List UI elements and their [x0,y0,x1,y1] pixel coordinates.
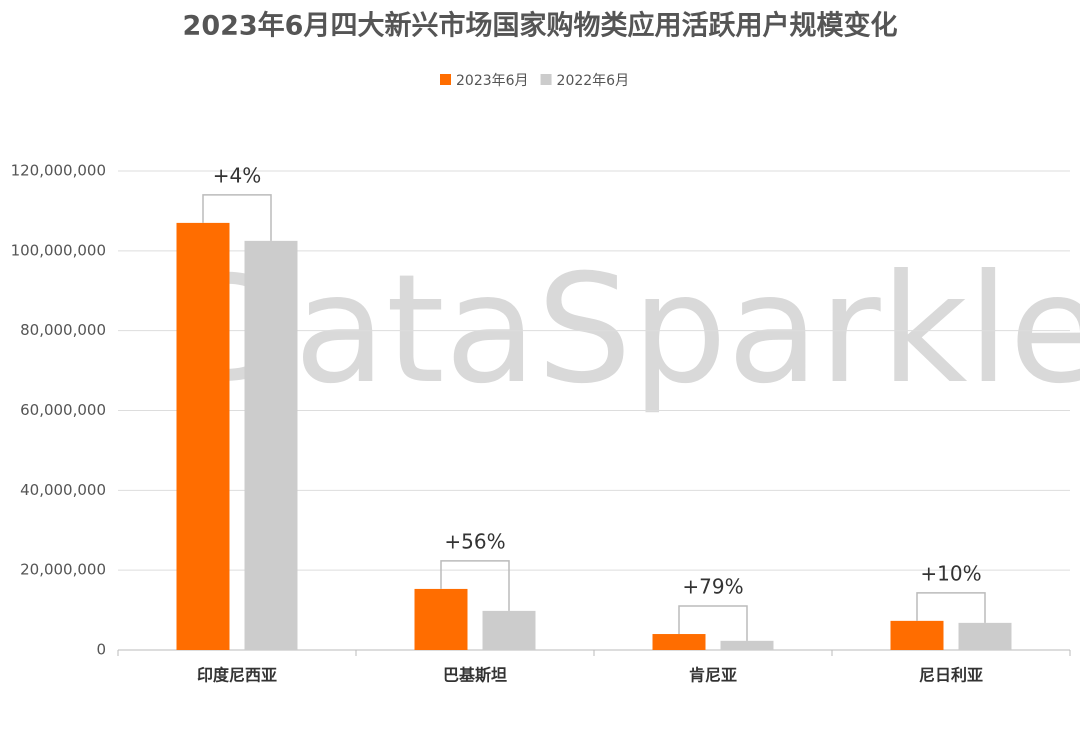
x-tick-label: 巴基斯坦 [443,666,507,685]
bar [652,634,706,650]
legend-label: 2022年6月 [557,73,630,89]
x-tick-label: 印度尼西亚 [197,666,277,685]
watermark: DataSparkle [179,243,1080,417]
y-tick-label: 0 [96,641,106,659]
legend-label: 2023年6月 [456,73,529,89]
bar [720,640,774,650]
y-tick-label: 60,000,000 [20,401,106,419]
bar [958,622,1012,650]
annotation-label: +4% [213,163,262,187]
y-tick-label: 20,000,000 [20,561,106,579]
annotation-bracket [202,194,272,241]
chart-title: 2023年6月四大新兴市场国家购物类应用活跃用户规模变化 [183,10,898,42]
bar [244,240,298,650]
bar [890,620,944,650]
bar [482,610,536,650]
annotation-label: +56% [444,529,505,553]
annotation-bracket [916,592,986,623]
legend-swatch [440,74,451,85]
legend-swatch [540,74,552,85]
y-tick-label: 120,000,000 [11,162,106,180]
y-tick-label: 40,000,000 [20,481,106,499]
x-tick-label: 肯尼亚 [689,666,737,685]
x-tick-label: 尼日利亚 [919,666,983,685]
annotation-bracket [440,560,510,611]
bar [176,222,230,650]
bar [414,588,468,650]
annotation-bracket [678,605,748,641]
annotation-label: +79% [682,575,743,599]
y-tick-label: 80,000,000 [20,321,106,339]
y-tick-label: 100,000,000 [11,241,106,259]
annotation-label: +10% [920,561,981,585]
